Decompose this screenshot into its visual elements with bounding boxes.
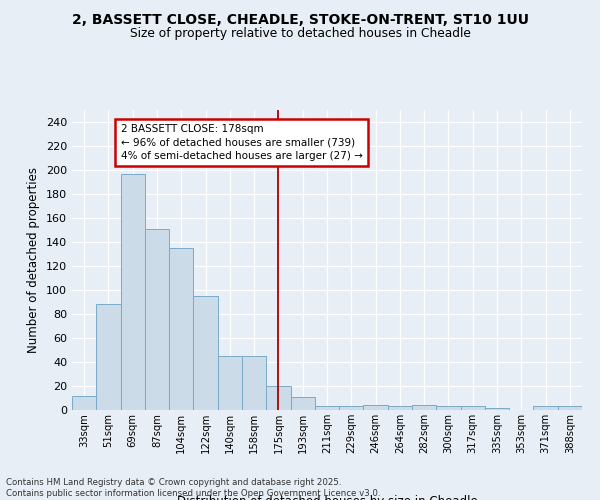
- Bar: [436, 406, 461, 410]
- Text: 2 BASSETT CLOSE: 178sqm
← 96% of detached houses are smaller (739)
4% of semi-de: 2 BASSETT CLOSE: 178sqm ← 96% of detache…: [121, 124, 362, 161]
- Bar: [145, 229, 169, 410]
- Bar: [290, 397, 315, 410]
- Bar: [169, 248, 193, 410]
- Text: 2, BASSETT CLOSE, CHEADLE, STOKE-ON-TRENT, ST10 1UU: 2, BASSETT CLOSE, CHEADLE, STOKE-ON-TREN…: [71, 12, 529, 26]
- Bar: [96, 304, 121, 410]
- Bar: [533, 406, 558, 410]
- Bar: [388, 406, 412, 410]
- Bar: [364, 405, 388, 410]
- Bar: [412, 405, 436, 410]
- Bar: [218, 356, 242, 410]
- X-axis label: Distribution of detached houses by size in Cheadle: Distribution of detached houses by size …: [176, 495, 478, 500]
- Bar: [315, 406, 339, 410]
- Bar: [193, 296, 218, 410]
- Text: Contains HM Land Registry data © Crown copyright and database right 2025.
Contai: Contains HM Land Registry data © Crown c…: [6, 478, 380, 498]
- Bar: [242, 356, 266, 410]
- Bar: [121, 174, 145, 410]
- Bar: [485, 408, 509, 410]
- Bar: [72, 396, 96, 410]
- Bar: [558, 406, 582, 410]
- Bar: [266, 386, 290, 410]
- Text: Size of property relative to detached houses in Cheadle: Size of property relative to detached ho…: [130, 28, 470, 40]
- Bar: [461, 406, 485, 410]
- Y-axis label: Number of detached properties: Number of detached properties: [28, 167, 40, 353]
- Bar: [339, 406, 364, 410]
